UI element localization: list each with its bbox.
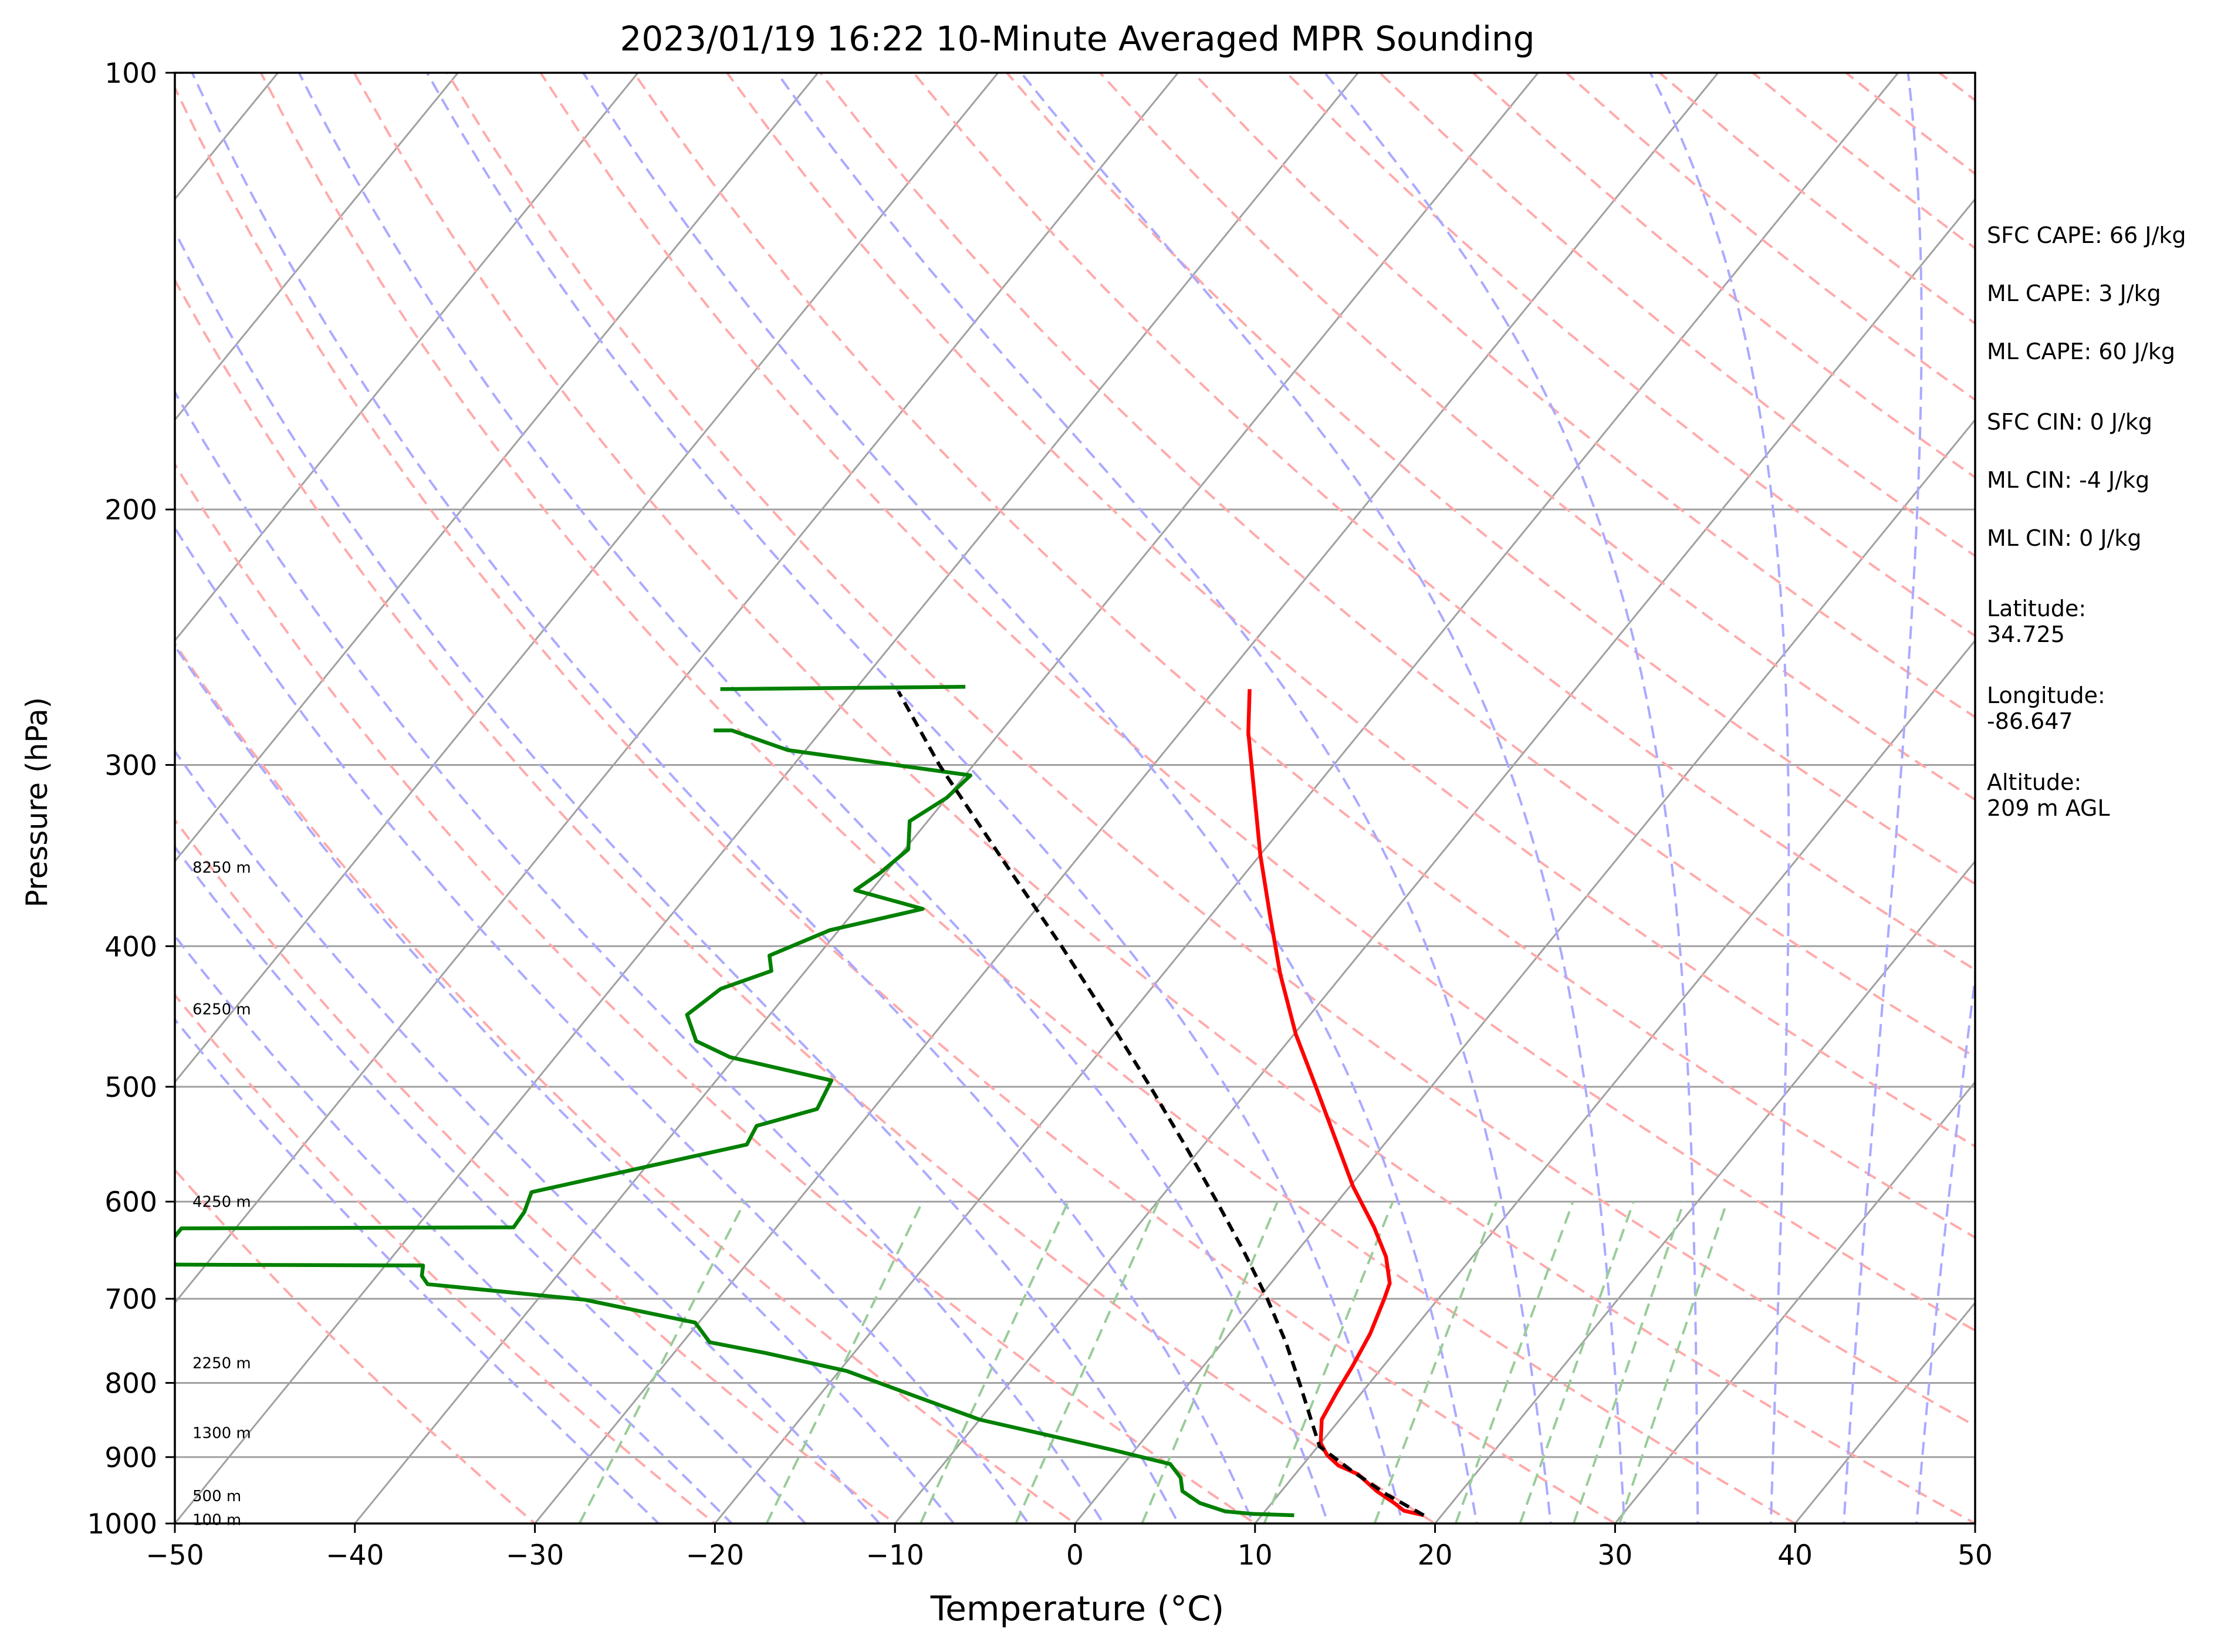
x-tick-label: −50 [146,1539,204,1572]
moist-adiabat-line [299,73,1338,1554]
dry-adiabat-line [0,73,937,1554]
height-label: 4250 m [192,1194,251,1211]
moist-adiabat-line [1842,73,1922,1554]
y-tick-label: 500 [104,1072,157,1104]
isotherm-line [330,73,1538,1554]
height-label: 1300 m [192,1425,251,1442]
y-axis-label: Pressure (hPa) [20,697,54,908]
annotation-block: SFC CIN: 0 J/kg [1987,409,2152,435]
dry-adiabat-line [0,73,1301,1554]
moist-adiabat-line [583,73,1482,1554]
moist-adiabat-line [192,73,1266,1554]
y-tick-label: 600 [104,1187,157,1219]
dewpoint-upper-line [721,687,966,689]
temperature-line [1248,689,1424,1515]
height-label: 6250 m [192,1001,251,1018]
y-tick-label: 400 [104,931,157,963]
moist-adiabat-line [1021,73,1626,1554]
background-lines [0,73,2238,1554]
annotation-text: 209 m AGL [1987,795,2110,821]
annotation-text: Latitude: [1987,596,2086,621]
mixing-ratio-line [1016,1202,1158,1523]
moist-adiabat-line [0,73,1050,1554]
annotation-block: Longitude:-86.647 [1987,683,2105,734]
annotation-text: ML CIN: -4 J/kg [1987,467,2149,493]
height-label: 8250 m [192,859,251,877]
x-axis-label: Temperature (°C) [930,1589,1225,1629]
isotherm-line [0,73,638,1554]
annotation-text: Longitude: [1987,683,2105,708]
x-tick-label: 40 [1777,1539,1813,1572]
x-tick-label: 20 [1418,1539,1453,1572]
moist-adiabat-line [0,73,978,1554]
x-tick-label: 50 [1958,1539,1993,1572]
dry-adiabat-line [168,73,1667,1554]
chart-title: 2023/01/19 16:22 10-Minute Averaged MPR … [620,19,1534,59]
moist-adiabat-line [0,73,906,1554]
dry-adiabat-line [0,73,754,1554]
moist-adiabat-line [1651,73,1789,1554]
height-label: 500 m [192,1488,241,1505]
annotation-text: ML CAPE: 3 J/kg [1987,281,2161,306]
annotation-text: ML CAPE: 60 J/kg [1987,339,2175,364]
moist-adiabat-line [1325,73,1698,1554]
annotation-block: ML CAPE: 60 J/kg [1987,339,2175,364]
y-tick-label: 300 [104,749,157,782]
dry-adiabat-line [2219,73,2238,1554]
y-tick-label: 800 [104,1367,157,1400]
annotation-text: ML CIN: 0 J/kg [1987,525,2141,551]
plot-frame [175,73,1975,1523]
y-tick-label: 900 [104,1442,157,1474]
mixing-ratio-line [1520,1202,1633,1523]
moist-adiabat-line [0,73,690,1554]
x-tick-label: −10 [866,1539,924,1572]
x-tick-label: −40 [326,1539,384,1572]
mixing-ratio-line [579,1202,745,1523]
y-tick-label: 100 [104,58,157,90]
x-tick-label: −20 [686,1539,744,1572]
annotation-text: Altitude: [1987,769,2081,795]
isotherm-line [0,73,1178,1554]
moist-adiabat-line [102,73,1194,1554]
annotation-text: 34.725 [1987,621,2065,647]
y-tick-label: 700 [104,1283,157,1316]
dry-adiabat-line [540,73,2238,1554]
moist-adiabat-line [0,73,834,1554]
annotation-block: SFC CAPE: 66 J/kg [1987,222,2186,248]
dry-adiabat-line [354,73,2031,1554]
x-tick-label: 10 [1238,1539,1273,1572]
annotation-block: Latitude:34.725 [1987,596,2086,647]
mixing-ratio-line [1456,1202,1573,1523]
annotation-block: ML CIN: -4 J/kg [1987,467,2149,493]
dry-adiabat-line [0,73,1119,1554]
mixing-ratio-line [1264,1202,1392,1523]
x-tick-label: 0 [1066,1539,1084,1572]
isotherm-line [150,73,1358,1554]
annotation-block: Altitude:209 m AGL [1987,769,2110,821]
sounding-series [152,687,1424,1515]
annotation-block: ML CAPE: 3 J/kg [1987,281,2161,306]
mixing-ratio-line [1574,1202,1684,1523]
annotation-text: SFC CIN: 0 J/kg [1987,409,2152,435]
y-tick-label: 1000 [87,1508,157,1540]
annotation-block: ML CIN: 0 J/kg [1987,525,2141,551]
height-label: 2250 m [192,1354,251,1372]
height-label: 100 m [192,1512,241,1529]
mixing-ratio-line [1142,1202,1277,1523]
annotation-text: SFC CAPE: 66 J/kg [1987,222,2186,248]
mixing-ratio-line [1620,1202,1727,1523]
x-tick-label: 30 [1597,1539,1632,1572]
dry-adiabat-line [447,73,2214,1554]
x-tick-label: −30 [506,1539,564,1572]
y-tick-label: 200 [104,494,157,526]
annotation-text: -86.647 [1987,708,2073,734]
